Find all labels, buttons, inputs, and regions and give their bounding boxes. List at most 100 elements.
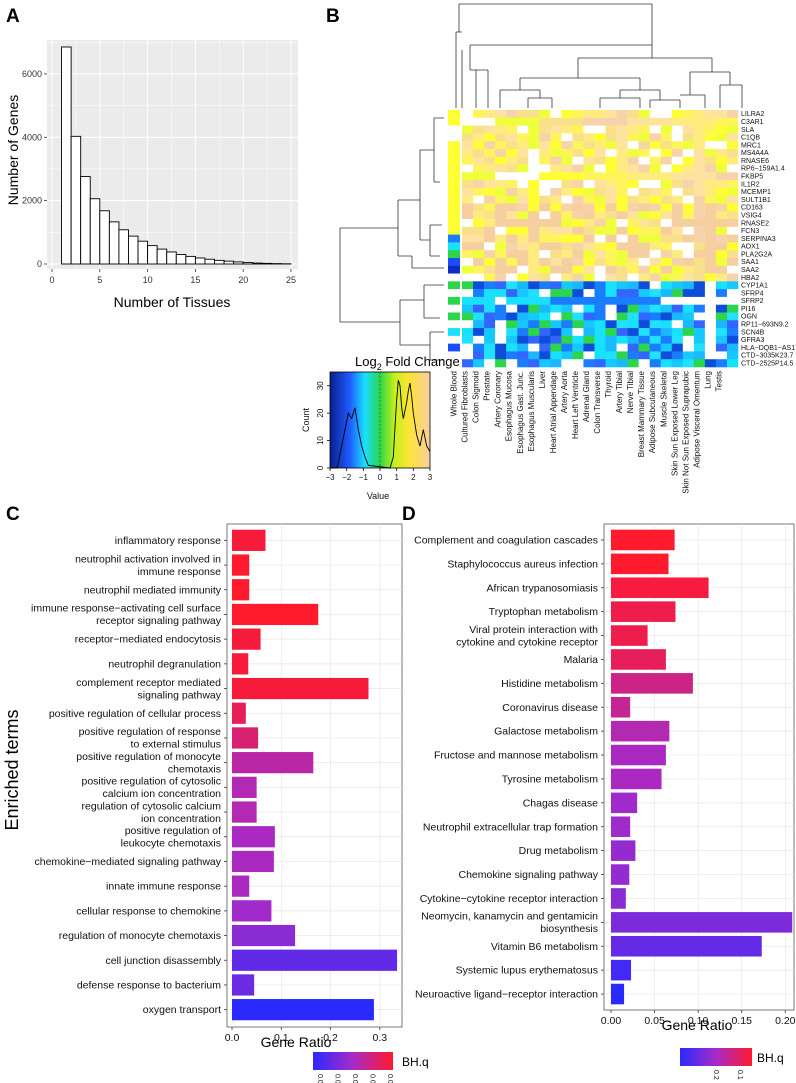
heatmap-cell [594, 296, 606, 305]
heatmap-cell [594, 351, 606, 360]
tissue-label: Heart Left Ventricle [571, 370, 580, 439]
heatmap-cell [517, 281, 529, 290]
heatmap-cell [660, 180, 673, 189]
bhq-tick-label: 0.010 [369, 1074, 376, 1083]
heatmap-cell [484, 195, 496, 204]
y-axis-label: Number of Genes [5, 95, 21, 206]
heatmap-cell [495, 296, 507, 305]
heatmap-cell [715, 289, 728, 298]
tissue-label: Esophagus Mucosa [505, 370, 514, 441]
heatmap-cell [583, 273, 595, 282]
heatmap-cell [682, 242, 695, 251]
heatmap-cell [671, 351, 684, 360]
row-side-color-bar [448, 110, 460, 368]
heatmap-cell [572, 203, 584, 212]
term-label: Cytokine−cytokine receptor interaction [420, 893, 598, 905]
histogram-bar [128, 235, 139, 265]
tissue-label: Prostate [483, 370, 492, 400]
bar [232, 554, 250, 576]
heatmap-cell [693, 141, 706, 150]
heatmap-cell [561, 172, 573, 181]
heatmap-cell [638, 133, 650, 142]
heatmap-cell [671, 265, 684, 274]
heatmap-cell [660, 328, 673, 337]
heatmap-cell [572, 187, 584, 196]
heatmap-cell [539, 164, 551, 173]
heatmap-cell [506, 195, 518, 204]
heatmap-cell [627, 141, 639, 150]
heatmap-cell [660, 219, 673, 228]
heatmap-cell [704, 281, 717, 290]
heatmap-cell [484, 273, 496, 282]
heatmap-cell [594, 226, 606, 235]
heatmap-cell [550, 148, 562, 158]
heatmap-cell [649, 110, 662, 119]
heatmap-cell [495, 164, 507, 173]
side-color-cell [448, 226, 460, 235]
heatmap-cell [495, 242, 507, 251]
heatmap-cell [704, 304, 717, 313]
heatmap-cell [660, 351, 673, 360]
term-label: Tyrosine metabolism [502, 773, 599, 785]
heatmap-cell [671, 125, 684, 134]
heatmap-cell [638, 148, 650, 158]
heatmap-cell [594, 180, 606, 189]
heatmap-cell [528, 226, 540, 235]
heatmap-cell [682, 187, 695, 196]
bar [611, 649, 666, 670]
heatmap-cell [550, 172, 562, 181]
bar [232, 801, 257, 823]
heatmap-cell [539, 211, 551, 220]
heatmap-cell [671, 273, 684, 282]
heatmap-cell [561, 110, 573, 119]
bar [611, 744, 666, 766]
heatmap-cell [517, 328, 529, 337]
heatmap-cell [506, 359, 518, 368]
heatmap-cell [583, 343, 595, 352]
heatmap-cell [704, 242, 717, 251]
heatmap-cell [715, 117, 728, 126]
histogram-bar [194, 257, 206, 265]
heatmap-cell [561, 343, 573, 352]
heatmap-cell [484, 110, 496, 119]
heatmap-cell [704, 296, 717, 305]
heatmap-cell [616, 265, 628, 274]
side-color-cell [448, 203, 460, 212]
heatmap-cell [561, 133, 573, 142]
heatmap-cell [682, 320, 695, 329]
gene-label: RP6−159A1.4 [741, 166, 785, 173]
heatmap-cell [583, 110, 595, 119]
heatmap-cell [726, 125, 739, 134]
heatmap-cell [539, 351, 551, 360]
heatmap-cell [462, 281, 474, 290]
heatmap-cell [715, 156, 728, 165]
heatmap-cell [506, 328, 518, 337]
side-color-cell [448, 234, 460, 243]
heatmap-cell [473, 273, 485, 282]
heatmap-cell [605, 164, 617, 173]
term-label: signaling pathway [138, 689, 222, 701]
heatmap-cell [572, 351, 584, 360]
heatmap-cell [594, 328, 606, 337]
x-tick-label: 10 [143, 275, 153, 285]
heatmap-cell [539, 320, 551, 329]
gene-label: SAA1 [741, 259, 759, 266]
heatmap-cell [462, 351, 474, 360]
heatmap-cell [726, 156, 739, 165]
heatmap-cell [495, 343, 507, 352]
heatmap-cell [550, 304, 562, 313]
heatmap-cell [726, 148, 739, 158]
heatmap-cell [561, 117, 573, 126]
bar [232, 924, 296, 947]
heatmap-cell [517, 351, 529, 360]
side-color-cell [448, 296, 460, 305]
gene-label: SLA [741, 127, 755, 134]
heatmap-cell [638, 273, 650, 282]
heatmap-cell [671, 242, 684, 251]
bar [232, 900, 272, 922]
heatmap-cell [605, 211, 617, 220]
color-key-x-ticks: −3 −2 −1 0 1 2 3 [325, 468, 433, 482]
heatmap-cell [704, 117, 717, 126]
histogram-bar [185, 255, 196, 265]
heatmap-cell [462, 250, 474, 259]
